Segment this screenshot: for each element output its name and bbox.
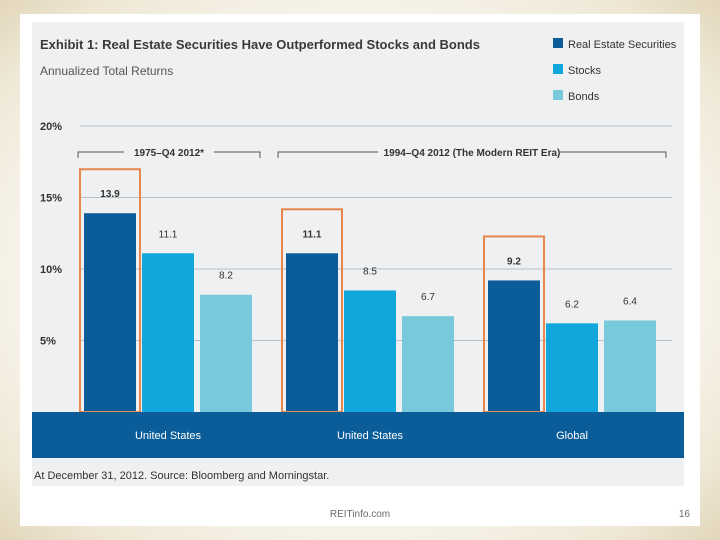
legend: Real Estate Securities Stocks Bonds: [553, 38, 677, 103]
chart-title: Exhibit 1: Real Estate Securities Have O…: [40, 37, 480, 52]
period-bracket-right-0: [214, 151, 261, 158]
y-tick-label-3: 5%: [40, 336, 56, 348]
bar-0-0: [84, 213, 136, 412]
value-label-0-0: 13.9: [100, 189, 120, 200]
value-label-1-0: 11.1: [303, 229, 322, 240]
period-label-0: 1975–Q4 2012*: [134, 148, 204, 159]
value-label-1-1: 8.5: [363, 266, 377, 277]
legend-swatch-2: [553, 90, 563, 100]
bar-2-0: [488, 280, 540, 412]
period-label-1: 1994–Q4 2012 (The Modern REIT Era): [384, 148, 561, 159]
category-band: United States United States Global: [32, 412, 684, 458]
bar-0-2: [200, 294, 252, 412]
value-label-2-2: 6.4: [623, 296, 637, 307]
bar-0-1: [142, 253, 194, 412]
bar-2-2: [604, 320, 656, 412]
category-label-1: United States: [337, 430, 404, 442]
period-bracket-right-1: [560, 151, 667, 158]
bar-1-2: [402, 316, 454, 412]
legend-label-2: Bonds: [568, 91, 600, 103]
legend-label-0: Real Estate Securities: [568, 39, 677, 51]
y-tick-label-0: 20%: [40, 121, 62, 133]
page-number: 16: [678, 509, 690, 520]
chart-panel: Exhibit 1: Real Estate Securities Have O…: [32, 22, 684, 486]
y-tick-label-2: 10%: [40, 264, 62, 276]
value-label-0-1: 11.1: [159, 229, 178, 240]
bars: 13.9 11.1 8.2 11.1 8.5 6.7 9.2 6.2 6.4: [79, 168, 656, 413]
period-bracket-left-1: [277, 151, 378, 158]
value-label-0-2: 8.2: [219, 271, 233, 282]
legend-swatch-1: [553, 64, 563, 74]
value-label-1-2: 6.7: [421, 292, 435, 303]
bar-1-0: [286, 253, 338, 412]
category-band-bg: [32, 412, 684, 458]
category-label-0: United States: [135, 430, 202, 442]
category-label-2: Global: [556, 430, 588, 442]
legend-swatch-0: [553, 38, 563, 48]
y-tick-label-1: 15%: [40, 193, 62, 205]
chart-subtitle: Annualized Total Returns: [40, 64, 173, 78]
legend-label-1: Stocks: [568, 65, 602, 77]
source-note: At December 31, 2012. Source: Bloomberg …: [34, 470, 329, 482]
footer-site: REITinfo.com: [329, 509, 391, 520]
bar-1-1: [344, 290, 396, 412]
value-label-2-0: 9.2: [507, 256, 521, 267]
bar-2-1: [546, 323, 598, 412]
value-label-2-1: 6.2: [565, 299, 579, 310]
period-brackets: 1975–Q4 2012* 1994–Q4 2012 (The Modern RE…: [77, 148, 667, 159]
bar-chart: Exhibit 1: Real Estate Securities Have O…: [32, 37, 684, 482]
period-bracket-left-0: [77, 151, 124, 158]
